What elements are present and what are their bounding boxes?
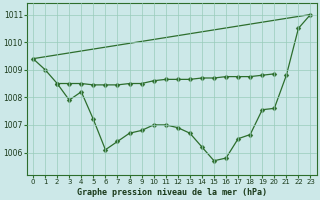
X-axis label: Graphe pression niveau de la mer (hPa): Graphe pression niveau de la mer (hPa) [77, 188, 267, 197]
